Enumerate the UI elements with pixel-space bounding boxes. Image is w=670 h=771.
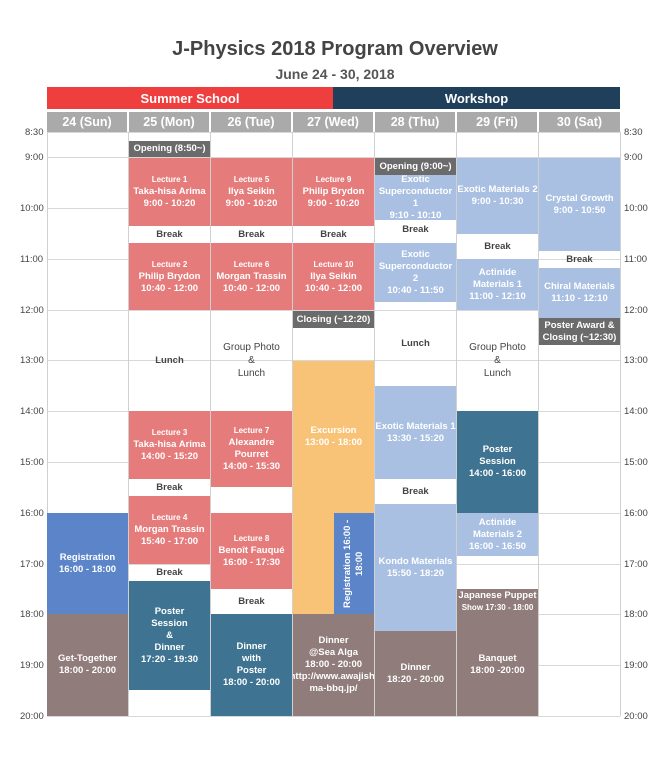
fri-banquet[interactable]: Banquet 18:00 -20:00 — [457, 614, 538, 716]
time-label: 12:00 — [20, 305, 44, 316]
fri-actinide-materials-2[interactable]: Actinide Materials 2 16:00 - 16:50 — [457, 513, 538, 556]
fri-japanese-puppet-show[interactable]: Japanese Puppet Show 17:30 - 18:00 — [457, 589, 538, 614]
wed-break-1: Break — [320, 228, 347, 240]
wed-lecture-9[interactable]: Lecture 9 Philip Brydon 9:00 - 10:20 — [293, 158, 374, 226]
time-label: 16:00 — [624, 508, 648, 519]
tue-lecture-6[interactable]: Lecture 6 Morgan Trassin 10:40 - 12:00 — [211, 243, 292, 310]
mon-lunch: Lunch — [155, 354, 184, 366]
day-header-tue: 26 (Tue) — [211, 112, 291, 132]
grid-line — [47, 360, 620, 361]
fri-exotic-materials-2[interactable]: Exotic Materials 2 9:00 - 10:30 — [457, 158, 538, 234]
time-label: 12:00 — [624, 305, 648, 316]
grid-column-line — [374, 132, 375, 716]
time-label: 9:00 — [25, 152, 44, 163]
time-label: 8:30 — [624, 127, 643, 138]
tue-break-2: Break — [238, 595, 265, 607]
time-label: 15:00 — [624, 457, 648, 468]
page-subtitle: June 24 - 30, 2018 — [275, 66, 395, 82]
mon-break-2: Break — [156, 481, 183, 493]
grid-column-line — [292, 132, 293, 716]
time-label: 20:00 — [20, 711, 44, 722]
sat-break-1: Break — [566, 253, 593, 265]
summer-school-banner: Summer School — [47, 87, 333, 109]
thu-lunch: Lunch — [401, 338, 430, 349]
time-label: 10:00 — [624, 203, 648, 214]
day-header-mon: 25 (Mon) — [129, 112, 209, 132]
grid-line — [47, 157, 620, 158]
fri-actinide-materials-1[interactable]: Actinide Materials 1 11:00 - 12:10 — [457, 259, 538, 310]
mon-lecture-3[interactable]: Lecture 3 Taka-hisa Arima 14:00 - 15:20 — [129, 411, 210, 479]
time-label: 14:00 — [624, 406, 648, 417]
thu-exotic-materials-1[interactable]: Exotic Materials 1 13:30 - 15:20 — [375, 386, 456, 479]
fri-poster-session[interactable]: Poster Session 14:00 - 16:00 — [457, 411, 538, 513]
mon-break-1: Break — [156, 228, 183, 240]
thu-kondo-materials[interactable]: Kondo Materials 15:50 - 18:20 — [375, 504, 456, 631]
thu-dinner[interactable]: Dinner 18:20 - 20:00 — [375, 631, 456, 716]
grid-column-line — [47, 132, 48, 716]
grid-line — [47, 132, 620, 133]
mon-poster-session-dinner[interactable]: Poster Session & Dinner 17:20 - 19:30 — [129, 581, 210, 690]
time-label: 13:00 — [624, 355, 648, 366]
tue-lecture-8[interactable]: Lecture 8 Benoît Fauqué 16:00 - 17:30 — [211, 513, 292, 589]
grid-column-line — [456, 132, 457, 716]
sat-poster-award-closing[interactable]: Poster Award & Closing (~12:30) — [539, 318, 620, 345]
grid-line — [47, 310, 620, 311]
time-label: 11:00 — [624, 254, 648, 265]
thu-break-2: Break — [402, 485, 429, 497]
grid-column-line — [210, 132, 211, 716]
grid-line — [47, 716, 620, 717]
time-label: 18:00 — [20, 609, 44, 620]
time-label: 14:00 — [20, 406, 44, 417]
time-label: 13:00 — [20, 355, 44, 366]
time-label: 19:00 — [624, 660, 648, 671]
day-header-wed: 27 (Wed) — [293, 112, 373, 132]
fri-break-1: Break — [484, 240, 511, 252]
tue-dinner-poster[interactable]: Dinner with Poster 18:00 - 20:00 — [211, 614, 292, 716]
tue-group-photo-lunch: Group Photo & Lunch — [223, 342, 280, 379]
day-header-sun: 24 (Sun) — [47, 112, 127, 132]
wed-lecture-10[interactable]: Lecture 10 Ilya Seikin 10:40 - 12:00 — [293, 243, 374, 310]
thu-exotic-superconductor-2[interactable]: Exotic Superconductor 2 10:40 - 11:50 — [375, 243, 456, 302]
page-title: J-Physics 2018 Program Overview — [172, 38, 498, 60]
wed-registration[interactable]: Registration 16:00 - 18:00 — [334, 513, 374, 614]
mon-lecture-1[interactable]: Lecture 1 Taka-hisa Arima 9:00 - 10:20 — [129, 158, 210, 226]
time-label: 17:00 — [20, 559, 44, 570]
time-label: 20:00 — [624, 711, 648, 722]
fri-group-photo-lunch: Group Photo & Lunch — [469, 342, 526, 379]
grid-column-line — [620, 132, 621, 716]
wed-closing[interactable]: Closing (~12:20) — [293, 311, 374, 328]
thu-exotic-superconductor-1[interactable]: Exotic Superconductor 1 9:10 - 10:10 — [375, 175, 456, 220]
time-label: 9:00 — [624, 152, 643, 163]
time-label: 15:00 — [20, 457, 44, 468]
thu-opening[interactable]: Opening (9:00~) — [375, 158, 456, 175]
tue-lecture-7[interactable]: Lecture 7 Alexandre Pourret 14:00 - 15:3… — [211, 411, 292, 487]
time-label: 10:00 — [20, 203, 44, 214]
sat-chiral-materials[interactable]: Chiral Materials 11:10 - 12:10 — [539, 268, 620, 318]
grid-column-line — [128, 132, 129, 716]
mon-lecture-2[interactable]: Lecture 2 Philip Brydon 10:40 - 12:00 — [129, 243, 210, 310]
tue-lecture-5[interactable]: Lecture 5 Ilya Seikin 9:00 - 10:20 — [211, 158, 292, 226]
sun-get-together[interactable]: Get-Together 18:00 - 20:00 — [47, 614, 128, 716]
time-label: 8:30 — [25, 127, 44, 138]
time-label: 16:00 — [20, 508, 44, 519]
day-header-fri: 29 (Fri) — [457, 112, 537, 132]
day-header-thu: 28 (Thu) — [375, 112, 455, 132]
day-header-sat: 30 (Sat) — [539, 112, 620, 132]
time-label: 17:00 — [624, 559, 648, 570]
workshop-banner: Workshop — [333, 87, 620, 109]
sat-crystal-growth[interactable]: Crystal Growth 9:00 - 10:50 — [539, 158, 620, 251]
mon-break-3: Break — [156, 566, 183, 578]
wed-dinner-sea-alga[interactable]: Dinner @Sea Alga 18:00 - 20:00 http://ww… — [293, 614, 374, 716]
time-label: 18:00 — [624, 609, 648, 620]
wed-excursion[interactable]: Excursion 13:00 - 18:00 — [293, 361, 374, 513]
time-label: 19:00 — [20, 660, 44, 671]
tue-break-1: Break — [238, 228, 265, 240]
sun-registration[interactable]: Registration 16:00 - 18:00 — [47, 513, 128, 614]
mon-lecture-4[interactable]: Lecture 4 Morgan Trassin 15:40 - 17:00 — [129, 496, 210, 564]
mon-opening[interactable]: Opening (8:50~) — [129, 141, 210, 157]
time-label: 11:00 — [20, 254, 44, 265]
thu-break-1: Break — [402, 224, 429, 235]
grid-column-line — [538, 132, 539, 716]
